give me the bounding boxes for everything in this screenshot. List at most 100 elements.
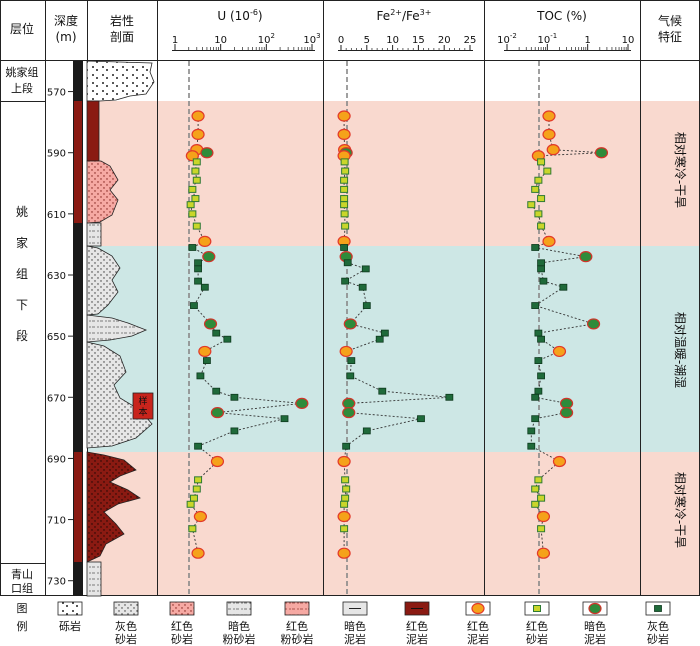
toc-series-point [534, 357, 543, 365]
toc-series-point [537, 195, 546, 203]
lith-red-mudstone-1 [86, 100, 100, 162]
depth-tick-label: 730 [47, 577, 66, 588]
fe-ratio-series-point [378, 387, 387, 395]
toc-series-point [579, 251, 593, 263]
toc-series-point [534, 329, 543, 337]
toc-series-point [537, 222, 546, 230]
uranium-series-point [203, 318, 218, 330]
legend-swatch [169, 601, 195, 616]
legend-title-1: 图 [17, 602, 28, 615]
uranium-series-point [203, 357, 211, 365]
toc-series [527, 110, 609, 559]
stratum-qingshankou-2: 口组 [11, 581, 33, 595]
legend-label-2: 砂岩 [171, 632, 193, 646]
climate-label-lower: 相对寒冷-干旱 [673, 472, 688, 548]
legend-label-2: 泥岩 [467, 632, 489, 646]
fe-ratio-series-point [347, 357, 356, 365]
uranium-series-point [188, 244, 197, 251]
fe-ratio-series-point [341, 222, 350, 230]
toc-tick-label: 10-1 [537, 32, 557, 46]
uranium-series-point [210, 455, 225, 468]
fe-ratio-series-point [342, 485, 351, 493]
depth-column: 570 590 610 630 650 670 690 710 730 [47, 61, 83, 596]
fe-ratio-series-point [340, 195, 349, 203]
fe-ratio-series-point [340, 244, 348, 251]
legend-label-2: 粉砂岩 [281, 632, 314, 646]
header-section: 剖面 [110, 30, 134, 44]
climate-labels: 相对寒冷-干旱 相对温暖-潮湿 相对寒冷-干旱 [673, 132, 688, 548]
header-features: 特征 [658, 29, 682, 44]
stratum-lower-char-5: 段 [16, 328, 28, 343]
toc-series-point [531, 393, 540, 401]
legend-item: 砾岩 [57, 601, 83, 633]
toc-series-point [527, 442, 536, 450]
fe-ratio-series-point [340, 201, 349, 209]
lith-gray-sandstone-1 [86, 245, 121, 316]
legend-label-2: 泥岩 [584, 632, 606, 646]
toc-series-point [527, 427, 536, 435]
climate-zone-cold-dry-lower [87, 452, 700, 595]
uranium-series-point [191, 195, 200, 203]
toc-series-point [543, 167, 552, 175]
lith-red-sandstone-lower [86, 451, 141, 563]
fe-ratio-series-point [341, 167, 350, 175]
legend-label-2: 砂岩 [115, 632, 137, 646]
depth-tick-label: 590 [47, 149, 66, 160]
toc-series-point [586, 318, 601, 330]
legend-label-1: 灰色 [115, 619, 137, 633]
toc-series-point [531, 185, 540, 193]
uranium-series-point [212, 329, 221, 337]
uranium-series-point [192, 176, 201, 184]
climate-zone-warm-humid [87, 246, 700, 452]
uranium-series-point [230, 427, 239, 435]
header-climate: 气候 [658, 13, 682, 28]
fe-ratio-series-point [340, 500, 349, 508]
uranium-series-point [190, 302, 198, 309]
uranium-series-point [230, 393, 239, 401]
header-depth-unit: (m) [55, 30, 76, 44]
legend-label-1: 暗色 [344, 619, 366, 633]
legend-label-2: 砂岩 [647, 632, 669, 646]
core-bar [73, 61, 83, 596]
uranium-series-point [223, 335, 232, 343]
depth-tick-label: 650 [47, 332, 66, 343]
legend-label-2: 泥岩 [344, 632, 366, 646]
data-series [185, 110, 609, 559]
fe-ratio-series-point [337, 510, 351, 523]
stratum-upper-yaojia-2: 上段 [11, 81, 33, 95]
toc-series-point [537, 259, 545, 267]
uranium-series-point [191, 167, 200, 175]
fe-ratio-series-point [339, 345, 353, 358]
legend-swatch [113, 601, 139, 616]
fe-ratio-series-point [343, 259, 352, 267]
lith-red-sandstone [86, 160, 119, 224]
climate-label-upper: 相对寒冷-干旱 [673, 132, 688, 208]
uranium-series [185, 110, 309, 559]
fe-ratio-series-point [337, 455, 351, 468]
fe-ratio-series-point [341, 476, 350, 484]
fe-ratio-series-point [375, 335, 384, 343]
uranium-series-point [295, 397, 309, 409]
legend-label-1: 红色 [526, 619, 548, 633]
uranium-series-point [186, 500, 195, 508]
fe-ratio-series-point [340, 525, 349, 533]
header-layer: 层位 [10, 21, 34, 36]
stratum-qingshankou-1: 青山 [11, 568, 33, 581]
toc-series-point [542, 235, 556, 247]
toc-series-point [531, 485, 540, 493]
uranium-series-point [194, 476, 203, 484]
uranium-series-point [194, 259, 202, 267]
uranium-series-point [280, 415, 289, 423]
core-red-segment-lower [74, 452, 82, 562]
legend-marker [533, 605, 541, 612]
uranium-series-point [188, 525, 197, 533]
uranium-series-point [198, 345, 212, 358]
toc-series-point [531, 244, 540, 251]
uranium-series-point [185, 150, 199, 162]
